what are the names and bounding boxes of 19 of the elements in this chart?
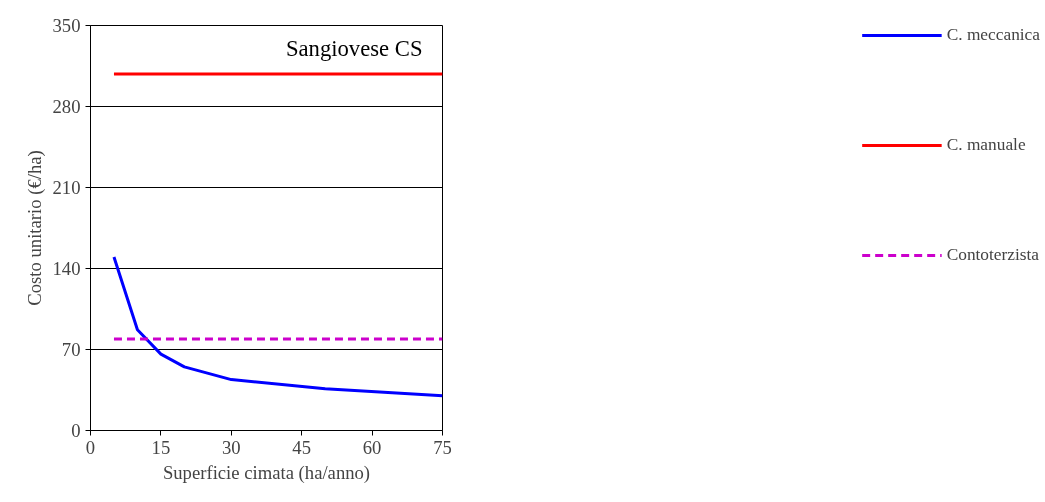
chart-title: Sangiovese CS bbox=[285, 35, 423, 61]
x-tick-label: 45 bbox=[292, 436, 312, 458]
x-tick-label: 30 bbox=[221, 436, 241, 458]
x-tick-label: 60 bbox=[362, 436, 382, 458]
y-tick-label: 350 bbox=[52, 15, 81, 36]
y-tick-label: 70 bbox=[61, 339, 81, 360]
y-tick-label: 210 bbox=[52, 177, 81, 198]
y-axis-title: Costo unitario (€/ha) bbox=[23, 150, 46, 306]
legend-label: C. manuale bbox=[946, 135, 1026, 155]
x-tick-label: 15 bbox=[151, 436, 171, 458]
x-axis-title: Superficie cimata (ha/anno) bbox=[162, 461, 371, 484]
y-tick-label: 280 bbox=[52, 96, 81, 117]
y-tick-label: 140 bbox=[52, 258, 81, 279]
legend-label: Contoterzista bbox=[946, 245, 1040, 265]
y-tick-label: 0 bbox=[71, 420, 81, 441]
line-series bbox=[112, 255, 443, 398]
x-tick-label: 75 bbox=[433, 436, 452, 458]
x-tick-label: 0 bbox=[85, 436, 96, 458]
legend-label: C. meccanica bbox=[946, 25, 1040, 45]
